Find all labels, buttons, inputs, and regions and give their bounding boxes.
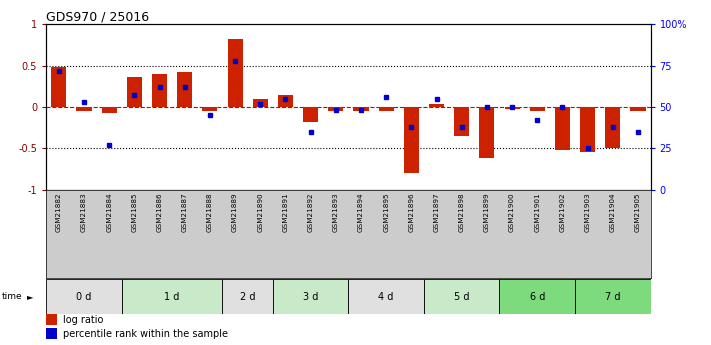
Text: 0 d: 0 d [76,292,92,302]
Text: GSM21888: GSM21888 [207,193,213,232]
Text: GSM21886: GSM21886 [156,193,163,232]
Text: GSM21882: GSM21882 [55,193,62,232]
Text: GSM21898: GSM21898 [459,193,465,232]
Bar [46,279,122,314]
Bar [51,67,66,107]
Text: 2 d: 2 d [240,292,255,302]
Text: 5 d: 5 d [454,292,469,302]
Bar [429,105,444,107]
Bar [348,279,424,314]
Bar [177,72,192,107]
Text: 3 d: 3 d [303,292,319,302]
Bar [278,95,293,107]
Text: 6 d: 6 d [530,292,545,302]
Bar [505,107,520,109]
Text: GSM21896: GSM21896 [408,193,415,232]
Text: time: time [2,292,23,301]
Bar [223,279,273,314]
Bar [479,107,494,158]
Bar [555,107,570,150]
Text: GSM21887: GSM21887 [182,193,188,232]
Text: GSM21901: GSM21901 [534,193,540,232]
Bar [46,328,57,339]
Text: GSM21889: GSM21889 [232,193,238,232]
Text: GDS970 / 25016: GDS970 / 25016 [46,10,149,23]
Bar [353,107,368,111]
Text: GSM21895: GSM21895 [383,193,389,232]
Bar [499,279,575,314]
Bar [575,279,651,314]
Bar [152,74,167,107]
Bar [328,107,343,111]
Text: GSM21904: GSM21904 [610,193,616,232]
Bar [424,279,499,314]
Text: GSM21890: GSM21890 [257,193,263,232]
Text: GSM21883: GSM21883 [81,193,87,232]
Text: GSM21885: GSM21885 [132,193,137,232]
Bar [46,314,57,325]
Bar [378,107,394,111]
Text: 4 d: 4 d [378,292,394,302]
Text: log ratio: log ratio [63,315,103,325]
Text: GSM21894: GSM21894 [358,193,364,232]
Text: GSM21893: GSM21893 [333,193,339,232]
Text: GSM21892: GSM21892 [308,193,314,232]
Text: 1 d: 1 d [164,292,180,302]
Bar [404,107,419,173]
Text: GSM21897: GSM21897 [434,193,439,232]
Bar [127,77,142,107]
Text: percentile rank within the sample: percentile rank within the sample [63,329,228,339]
Text: GSM21891: GSM21891 [282,193,289,232]
Text: GSM21884: GSM21884 [106,193,112,232]
Text: GSM21899: GSM21899 [484,193,490,232]
Bar [273,279,348,314]
Text: GSM21903: GSM21903 [584,193,591,232]
Bar [580,107,595,152]
Bar [303,107,318,122]
Bar [252,99,268,107]
Bar [530,107,545,111]
Bar [605,107,620,148]
Bar [77,107,92,111]
Bar [228,39,242,107]
Bar [454,107,469,136]
Text: GSM21902: GSM21902 [560,193,565,232]
Bar [102,107,117,113]
Bar [631,107,646,111]
Text: 7 d: 7 d [605,292,621,302]
Bar [203,107,218,111]
Bar [122,279,223,314]
Text: GSM21900: GSM21900 [509,193,515,232]
Text: ►: ► [27,292,33,301]
Text: GSM21905: GSM21905 [635,193,641,232]
